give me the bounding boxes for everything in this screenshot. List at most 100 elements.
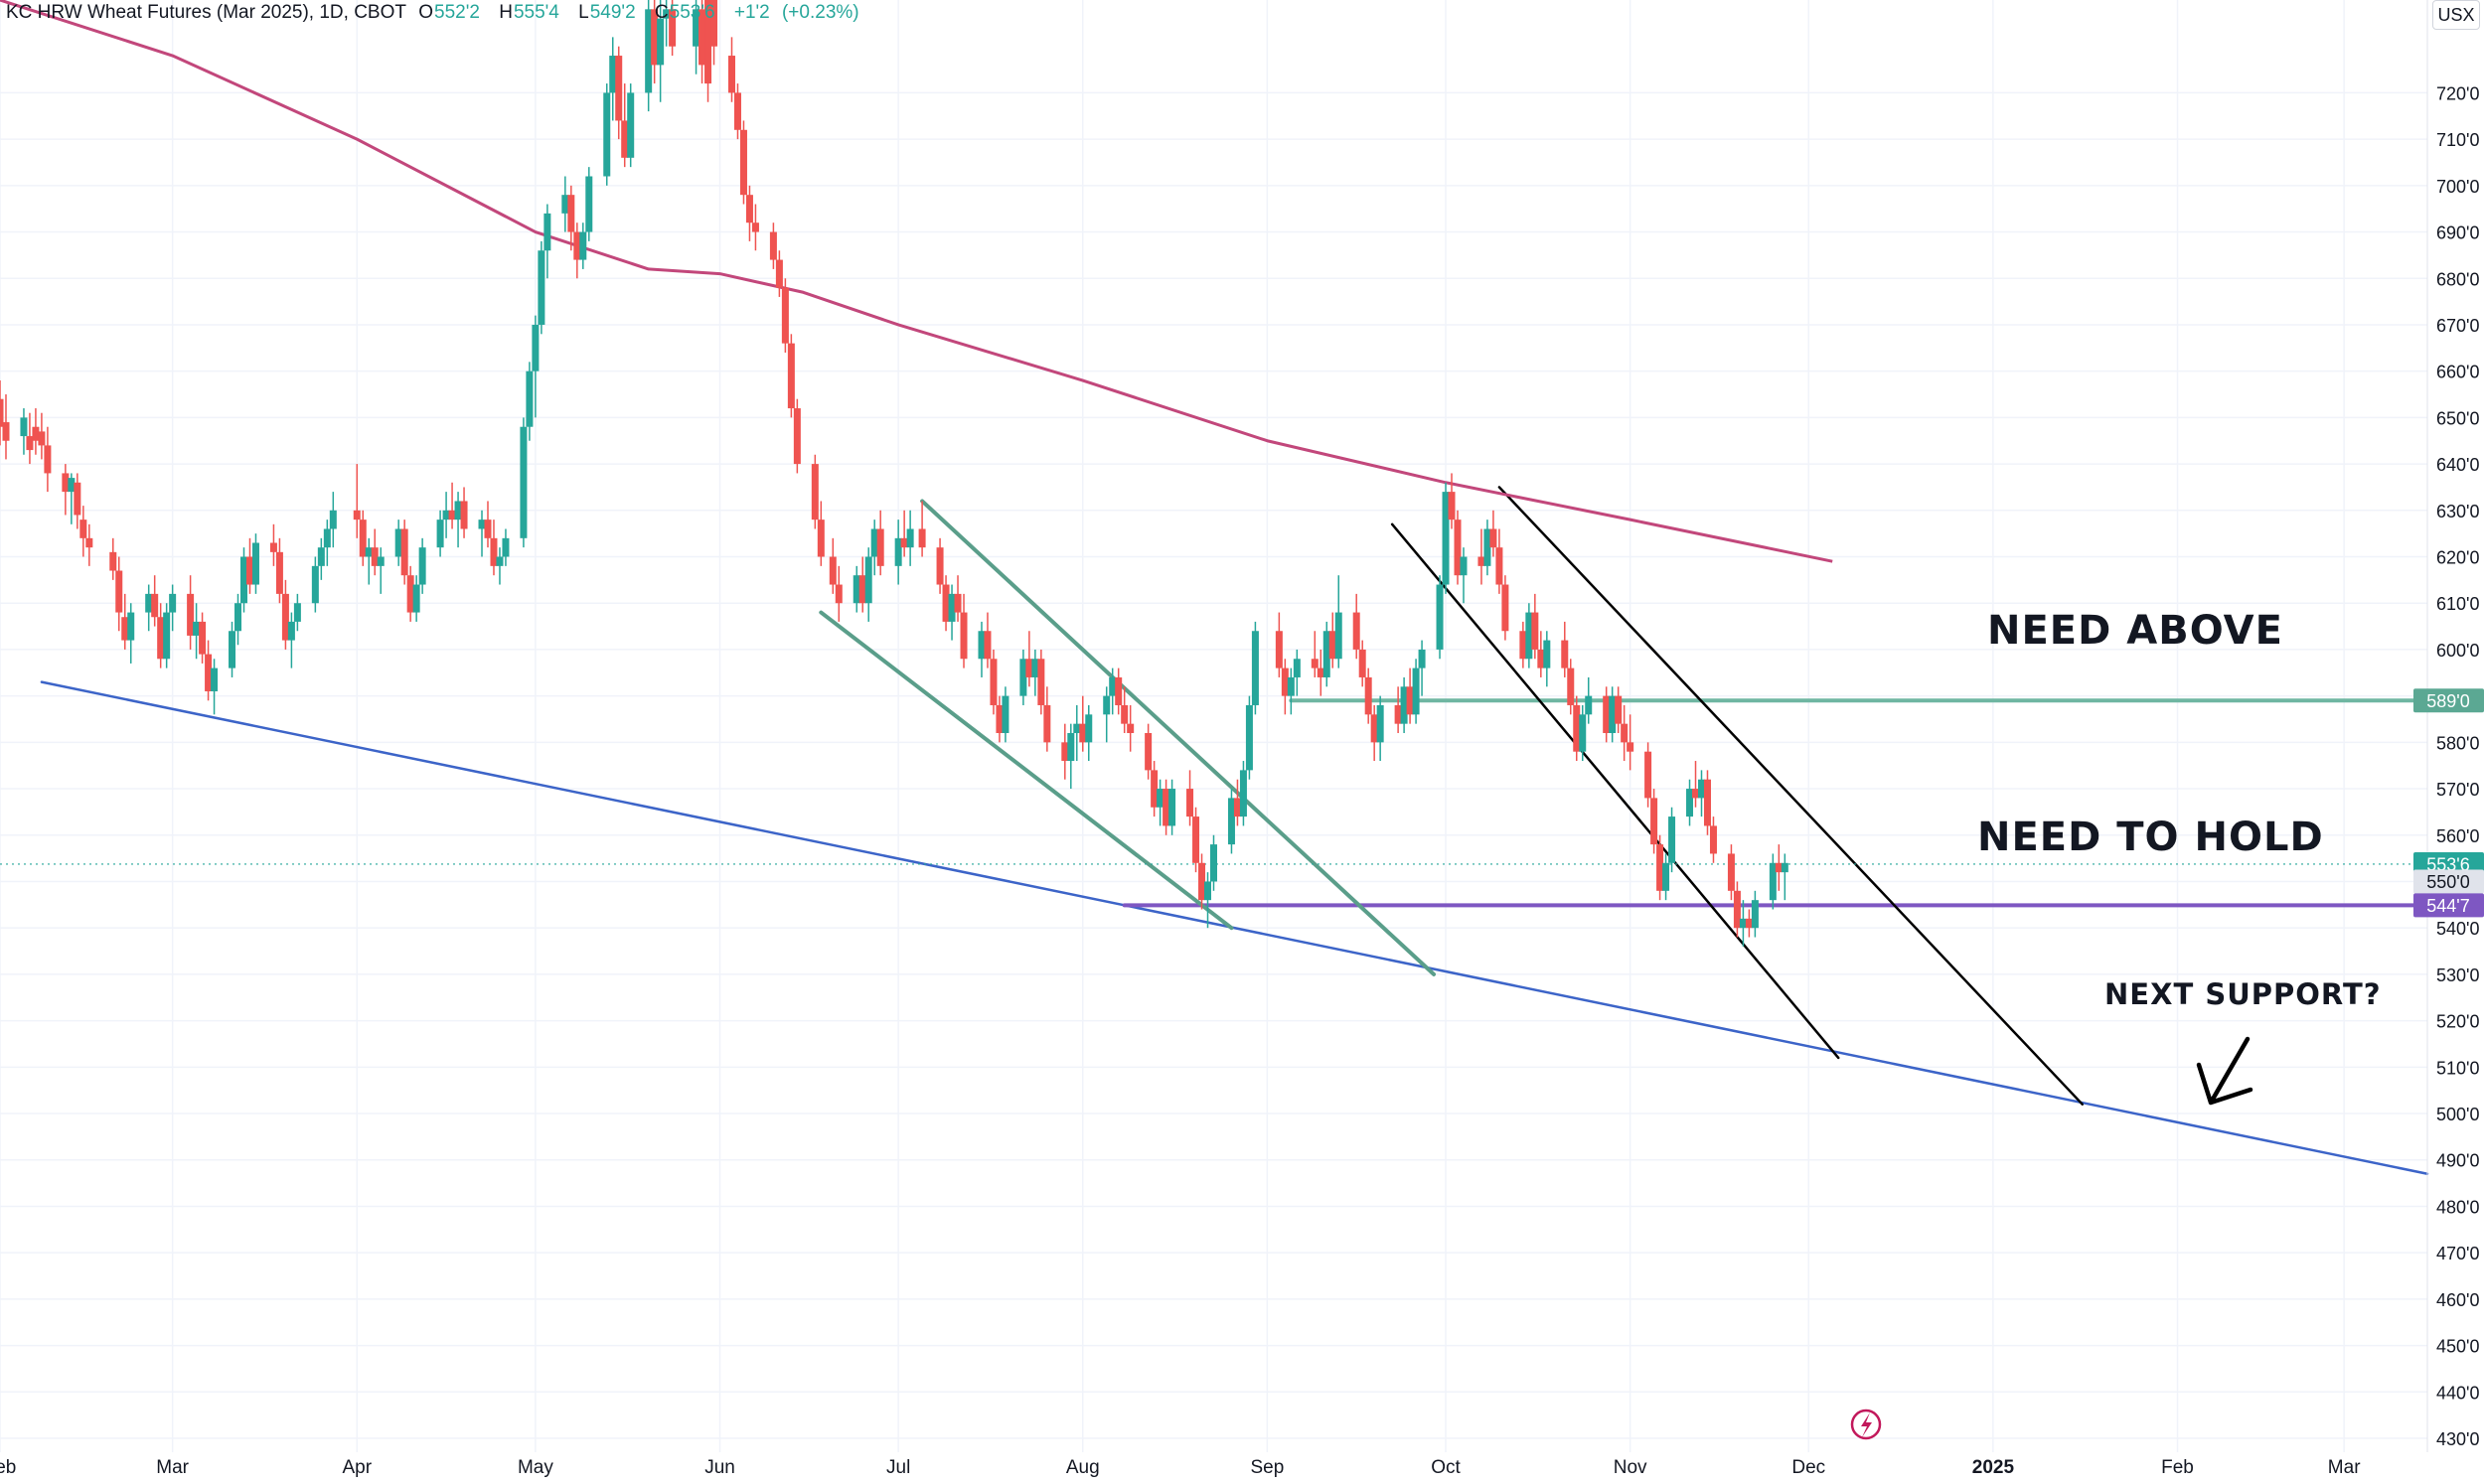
candle xyxy=(44,426,52,493)
price-badge-text: 589'0 xyxy=(2426,691,2469,711)
candle xyxy=(1227,789,1235,854)
candle xyxy=(1686,779,1694,826)
candle xyxy=(775,250,783,297)
candle xyxy=(1376,695,1384,762)
candle xyxy=(858,556,866,613)
candle-body xyxy=(377,556,385,566)
candle-body xyxy=(1668,816,1676,863)
candle xyxy=(733,83,741,140)
candle-body xyxy=(359,519,367,557)
candle-body xyxy=(229,631,236,668)
candle-body xyxy=(817,519,825,557)
candle-body xyxy=(74,482,81,516)
candle xyxy=(205,640,213,701)
candle-body xyxy=(1352,612,1360,650)
candle xyxy=(1394,686,1402,734)
open-label: O xyxy=(418,2,434,23)
candle xyxy=(1454,510,1462,585)
black-channel-upper xyxy=(1497,486,2084,1106)
candle xyxy=(1210,834,1217,891)
candle xyxy=(538,240,545,335)
candle-body xyxy=(234,603,242,632)
candle-body xyxy=(406,575,414,613)
candle xyxy=(26,412,34,465)
candle-body xyxy=(948,593,956,622)
candle-body xyxy=(526,371,534,427)
candle-body xyxy=(1251,631,1259,705)
y-tick-label: 500'0 xyxy=(2436,1105,2479,1124)
candle xyxy=(1579,704,1587,762)
candle-body xyxy=(1227,798,1235,845)
candle-body xyxy=(1585,695,1593,715)
candle-body xyxy=(157,617,165,660)
candle-body xyxy=(323,528,331,548)
candle xyxy=(1733,881,1741,938)
candle xyxy=(627,83,635,168)
y-tick-label: 710'0 xyxy=(2436,130,2479,150)
candle xyxy=(1709,816,1717,863)
candle xyxy=(1192,807,1200,873)
candle xyxy=(1615,686,1623,734)
candle-body xyxy=(371,547,379,566)
candle xyxy=(984,612,992,668)
candle xyxy=(918,501,926,557)
candle-body xyxy=(1400,686,1408,724)
candle-body xyxy=(121,617,129,641)
candle-body xyxy=(32,426,40,441)
candle xyxy=(651,0,659,84)
candle xyxy=(1079,695,1087,752)
candle xyxy=(1627,714,1634,771)
candle xyxy=(275,537,283,604)
candle-body xyxy=(1394,704,1402,724)
candle xyxy=(74,473,81,529)
candle-body xyxy=(561,195,569,214)
currency-button[interactable]: USX xyxy=(2432,0,2480,30)
candle-body xyxy=(1525,612,1533,660)
y-tick-label: 640'0 xyxy=(2436,455,2479,475)
candle-body xyxy=(1573,704,1581,752)
candle xyxy=(109,537,117,580)
candle-body xyxy=(127,612,135,641)
candle-body xyxy=(436,519,444,548)
candle xyxy=(1025,631,1033,687)
change-percent: (+0.23%) xyxy=(781,2,859,23)
candle-body xyxy=(1697,779,1705,799)
candle-body xyxy=(990,659,998,705)
candle xyxy=(293,593,301,632)
candle-body xyxy=(1025,659,1033,677)
candle xyxy=(1436,575,1444,660)
candle xyxy=(990,649,998,715)
candle-body xyxy=(954,593,962,613)
candle-body xyxy=(109,551,117,571)
candle xyxy=(1127,704,1135,752)
candle-body xyxy=(20,417,28,437)
candle-body xyxy=(663,9,671,19)
candle xyxy=(68,473,76,524)
candle xyxy=(1287,668,1295,715)
candle xyxy=(829,537,837,594)
candle xyxy=(1293,649,1301,696)
y-tick-label: 700'0 xyxy=(2436,177,2479,197)
x-tick-label: Mar xyxy=(156,1457,189,1478)
lightning-icon[interactable] xyxy=(1850,1409,1882,1440)
candle-body xyxy=(163,612,171,660)
candle xyxy=(1483,519,1491,576)
candle-body xyxy=(460,501,468,529)
candle xyxy=(1037,649,1045,715)
candle-body xyxy=(727,56,735,93)
candle xyxy=(478,510,486,557)
y-tick-label: 630'0 xyxy=(2436,502,2479,521)
candle xyxy=(412,575,420,622)
x-tick-label: Oct xyxy=(1431,1457,1461,1478)
candle xyxy=(960,593,968,668)
candle-body xyxy=(1692,789,1700,799)
candle xyxy=(1644,742,1652,808)
candle-body xyxy=(199,621,207,655)
candle-body xyxy=(79,519,87,538)
candle xyxy=(1151,761,1159,817)
candle xyxy=(163,603,171,668)
candle xyxy=(1400,676,1408,734)
down-arrow-icon xyxy=(2196,1036,2253,1106)
